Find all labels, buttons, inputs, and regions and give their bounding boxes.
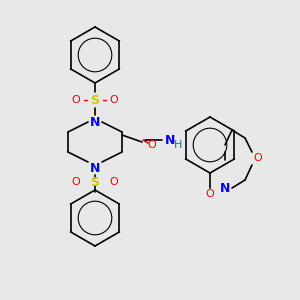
Text: O: O (110, 95, 118, 105)
Text: N: N (90, 163, 100, 176)
Text: N: N (90, 116, 100, 128)
Text: O: O (206, 189, 214, 199)
Text: S: S (91, 176, 100, 188)
Text: O: O (72, 177, 80, 187)
Text: H: H (174, 140, 182, 150)
Text: N: N (165, 134, 175, 146)
Text: O: O (148, 140, 156, 150)
Text: O: O (254, 153, 262, 163)
Text: O: O (72, 95, 80, 105)
Text: N: N (220, 182, 230, 194)
Text: O: O (110, 177, 118, 187)
Text: S: S (91, 94, 100, 106)
